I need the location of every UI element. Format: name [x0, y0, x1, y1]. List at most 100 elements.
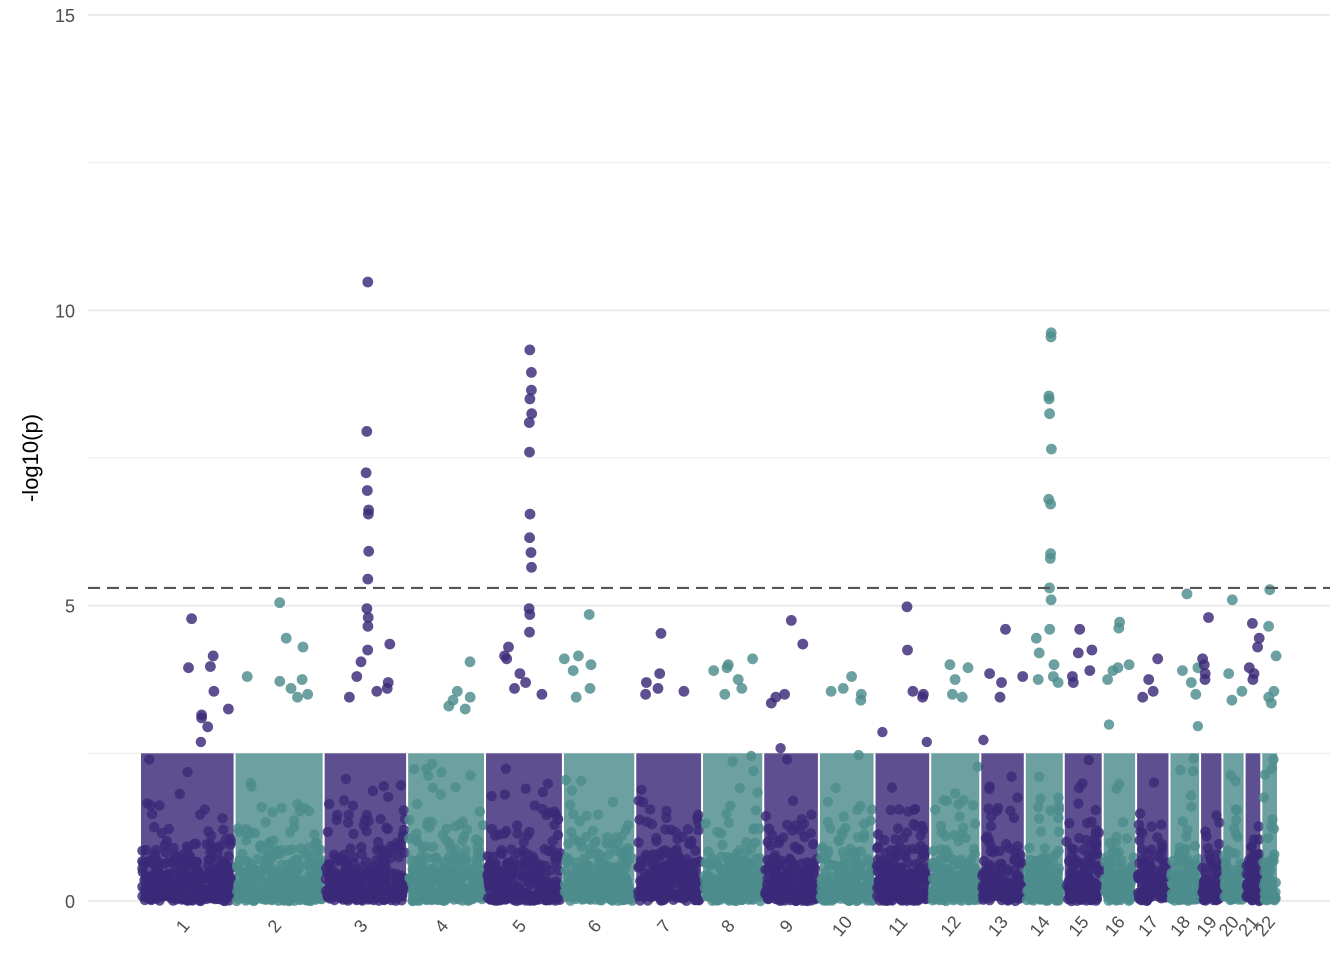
- chromosome-5-points: [482, 344, 566, 907]
- snp-peak-point: [1265, 697, 1277, 709]
- snp-peak-point: [1074, 623, 1086, 635]
- snp-peak-point: [1177, 665, 1188, 676]
- snp-peak-point: [1017, 671, 1029, 682]
- snp-peak-point: [196, 712, 208, 724]
- snp-peak-point: [183, 662, 194, 674]
- snp-density-band: [1025, 753, 1063, 901]
- snp-peak-point: [1252, 641, 1263, 653]
- chromosome-17-points: [1132, 653, 1173, 906]
- snp-peak-point: [205, 661, 216, 672]
- chromosome-16-points: [1099, 616, 1140, 906]
- chromosome-15-points: [1061, 623, 1106, 907]
- snp-peak-point: [1084, 665, 1096, 676]
- snp-peak-point: [1067, 677, 1079, 688]
- snp-peak-point: [584, 683, 596, 694]
- snp-peak-point: [362, 612, 374, 623]
- chromosome-9-points: [760, 615, 823, 907]
- x-tick-label-chr-11: 11: [884, 913, 911, 940]
- snp-density-band: [636, 753, 702, 901]
- snp-peak-point: [1143, 674, 1155, 685]
- snp-peak-point: [585, 659, 597, 671]
- snp-peak-point: [1181, 588, 1193, 600]
- chromosome-4-points: [404, 656, 489, 907]
- snp-peak-point: [1247, 618, 1258, 629]
- snp-peak-point: [1044, 623, 1056, 635]
- snp-peak-point: [1185, 677, 1197, 688]
- snp-density-band: [486, 753, 562, 901]
- snp-peak-point: [208, 685, 220, 697]
- snp-peak-point: [765, 697, 777, 709]
- snp-peak-point: [274, 597, 286, 609]
- snp-peak-point: [994, 691, 1006, 703]
- snp-peak-point: [1072, 647, 1084, 659]
- snp-peak-point: [459, 703, 471, 715]
- chromosome-21-points: [1241, 618, 1265, 907]
- snp-peak-point: [1152, 653, 1164, 665]
- snp-peak-point: [825, 685, 837, 697]
- x-tick-label-chr-9: 9: [776, 916, 798, 937]
- snp-peak-point: [917, 691, 928, 703]
- snp-peak-point: [947, 688, 958, 700]
- snp-peak-point: [640, 688, 651, 700]
- y-axis-ticks: 0 5 10 15: [55, 6, 75, 912]
- snp-peak-point: [1032, 674, 1044, 685]
- snp-peak-point: [573, 650, 584, 662]
- snp-peak-point: [1107, 665, 1119, 676]
- snp-density-band: [408, 753, 485, 901]
- chromosome-8-points: [699, 653, 767, 907]
- snp-peak-point: [1046, 443, 1057, 455]
- snp-peak-point: [292, 691, 303, 703]
- snp-peak-point: [902, 644, 913, 656]
- snp-peak-point: [280, 632, 292, 644]
- snp-peak-point: [302, 688, 314, 700]
- snp-density-band: [1064, 753, 1102, 901]
- snp-peak-point: [1253, 632, 1265, 644]
- y-axis-title: -log10(p): [18, 414, 43, 502]
- snp-peak-point: [558, 653, 570, 665]
- snp-density-band: [235, 753, 323, 901]
- snp-point: [1103, 719, 1115, 730]
- snp-peak-point: [1043, 393, 1055, 405]
- snp-density-band: [819, 753, 874, 901]
- snp-density-band: [563, 753, 635, 901]
- snp-peak-point: [241, 671, 253, 682]
- snp-peak-point: [1048, 659, 1060, 671]
- snp-peak-point: [524, 393, 536, 405]
- snp-point: [877, 726, 888, 738]
- snp-peak-point: [901, 601, 913, 613]
- snp-peak-point: [1123, 659, 1135, 671]
- chromosome-6-points: [558, 609, 638, 906]
- x-tick-label-chr-22: 22: [1251, 912, 1279, 940]
- snp-peak-point: [536, 688, 548, 700]
- snp-peak-point: [223, 703, 234, 715]
- x-tick-label-chr-6: 6: [584, 916, 606, 937]
- snp-density-band: [875, 753, 930, 901]
- snp-peak-point: [1045, 594, 1057, 606]
- snp-point: [978, 734, 989, 746]
- snp-peak-point: [1102, 674, 1113, 685]
- x-tick-label-chr-8: 8: [717, 916, 739, 937]
- snp-peak-point: [202, 721, 214, 733]
- snp-point: [1192, 721, 1204, 732]
- snp-peak-point: [464, 691, 476, 703]
- snp-point: [921, 736, 932, 748]
- snp-peak-point: [1190, 688, 1202, 700]
- x-tick-label-chr-7: 7: [653, 916, 675, 937]
- snp-peak-point: [371, 685, 383, 697]
- snp-density-band: [1103, 753, 1136, 901]
- snp-density-band: [1137, 753, 1169, 901]
- snp-peak-point: [1030, 632, 1042, 644]
- snp-peak-point: [956, 691, 968, 703]
- snp-peak-point: [1264, 584, 1276, 596]
- snp-peak-point: [524, 344, 536, 356]
- snp-peak-point: [1113, 622, 1125, 634]
- snp-peak-point: [362, 573, 374, 585]
- snp-peak-point: [1045, 331, 1057, 343]
- snp-peak-point: [1226, 694, 1238, 706]
- x-tick-label-chr-10: 10: [828, 912, 856, 940]
- chromosome-2-points: [231, 597, 327, 907]
- snp-peak-point: [525, 547, 537, 558]
- snp-peak-point: [524, 508, 536, 520]
- snp-density-band: [141, 753, 234, 901]
